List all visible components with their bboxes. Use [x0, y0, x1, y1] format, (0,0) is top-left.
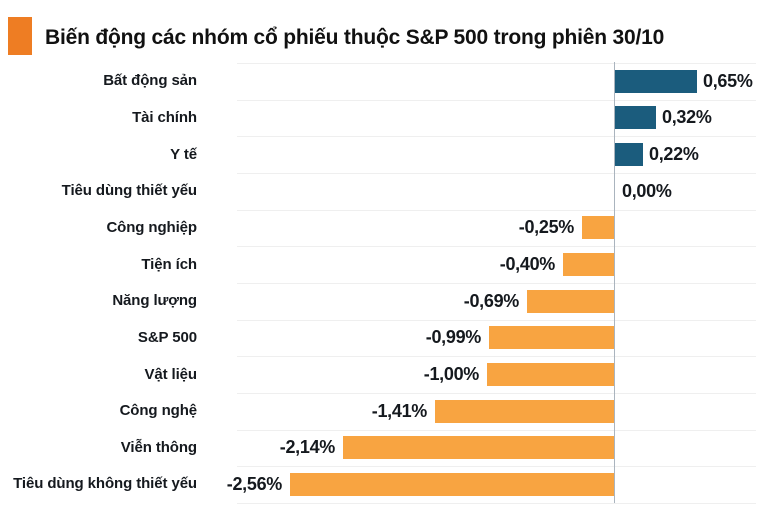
- chart-row: Vật liệu -1,00%: [0, 356, 763, 393]
- category-label: Công nghiệp: [106, 218, 197, 236]
- category-label: Bất động sản: [103, 72, 197, 90]
- value-label: -0,25%: [518, 217, 575, 238]
- grid-line: [237, 209, 756, 211]
- category-label: Tài chính: [132, 108, 197, 126]
- bar: [615, 69, 697, 93]
- bar: [435, 399, 614, 423]
- category-label: Tiện ích: [141, 255, 197, 273]
- chart-row: Y tế 0,22%: [0, 136, 763, 173]
- category-label: Tiêu dùng không thiết yếu: [13, 475, 197, 493]
- title-accent-square: [8, 17, 32, 55]
- value-label: 0,65%: [703, 70, 753, 91]
- value-label: -1,00%: [423, 364, 480, 384]
- chart-row: S&P 500 -0,99%: [0, 319, 763, 357]
- category-label: S&P 500: [137, 328, 197, 346]
- value-label: -0,40%: [499, 254, 556, 275]
- value-label: -2,56%: [226, 473, 283, 494]
- value-label: 0,22%: [649, 144, 699, 165]
- chart-row: Tiêu dùng thiết yếu 0,00%: [0, 172, 763, 210]
- bar: [343, 436, 614, 460]
- value-label: 0,32%: [662, 107, 712, 128]
- chart-row: Tài chính 0,32%: [0, 99, 763, 137]
- category-label: Vật liệu: [144, 365, 197, 383]
- bar: [487, 363, 614, 386]
- value-label: -0,99%: [425, 327, 482, 348]
- value-label: -1,41%: [371, 400, 428, 421]
- category-label: Viễn thông: [120, 438, 197, 456]
- category-label: Tiêu dùng thiết yếu: [61, 182, 197, 200]
- category-label: Y tế: [170, 145, 197, 163]
- chart-row: Công nghệ -1,41%: [0, 392, 763, 430]
- bar: [615, 106, 656, 130]
- value-label: 0,00%: [622, 180, 672, 201]
- grid-line: [237, 136, 756, 138]
- zero-axis-line: [614, 62, 615, 503]
- bar: [615, 143, 643, 167]
- chart-row: Viễn thông -2,14%: [0, 429, 763, 467]
- value-label: -2,14%: [279, 437, 336, 458]
- chart-title: Biến động các nhóm cổ phiếu thuộc S&P 50…: [45, 26, 665, 49]
- chart-row: Tiện ích -0,40%: [0, 246, 763, 283]
- grid-line: [237, 356, 756, 358]
- bar: [563, 253, 614, 277]
- chart-row: Năng lượng -0,69%: [0, 282, 763, 320]
- grid-line: [237, 502, 756, 504]
- category-label: Năng lượng: [112, 292, 197, 310]
- grid-line: [237, 246, 756, 248]
- grid-line: [237, 282, 756, 284]
- chart-row: Tiêu dùng không thiết yếu -2,56%: [0, 466, 763, 503]
- bar: [290, 472, 614, 496]
- chart-row: Bất động sản 0,65%: [0, 63, 763, 100]
- bar: [527, 289, 614, 313]
- grid-line: [237, 63, 756, 64]
- value-label: -0,69%: [463, 290, 520, 311]
- grid-line: [237, 172, 756, 174]
- bar: [582, 216, 614, 240]
- grid-line: [237, 392, 756, 394]
- category-label: Công nghệ: [119, 402, 198, 420]
- grid-line: [237, 319, 756, 321]
- chart-header: Biến động các nhóm cổ phiếu thuộc S&P 50…: [0, 0, 763, 60]
- grid-line: [237, 466, 756, 468]
- chart-row: Công nghiệp -0,25%: [0, 209, 763, 247]
- grid-line: [237, 429, 756, 431]
- grid-line: [237, 99, 756, 101]
- bar: [489, 326, 614, 350]
